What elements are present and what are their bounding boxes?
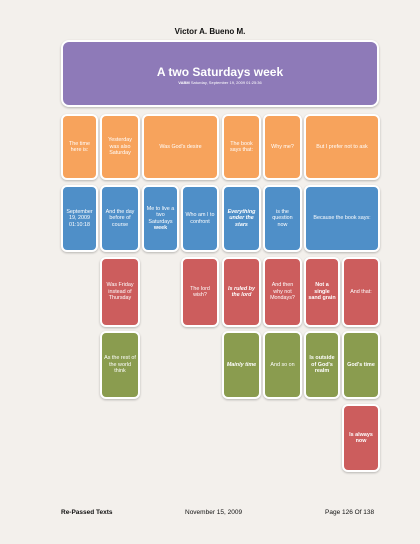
box-text: Who am I to confront: [185, 212, 215, 225]
subtitle-date: Saturday, September 19, 2009 01:25:36: [189, 80, 262, 85]
box-question: is the question now: [263, 185, 302, 252]
box-text: And so on: [270, 361, 295, 368]
box-and-that: And that:: [342, 257, 380, 327]
box-prefer-not: But I prefer not to ask: [304, 114, 380, 180]
box-rest-of-world: As the rest of the world think: [100, 331, 140, 399]
box-text: Was God's desire: [159, 143, 202, 150]
box-text-plain: Me to live a two Saturdays: [146, 205, 175, 225]
footer-page: Page 126 Of 138: [325, 509, 375, 516]
box-date: September 19, 2009 01:10:18: [61, 185, 98, 252]
title-box: A two Saturdays week VABM Saturday, Sept…: [61, 40, 379, 107]
box-text: The book says that:: [229, 140, 254, 153]
box-friday: Was Friday instead of Thursday: [100, 257, 140, 327]
box-text: Is outside of God's realm: [309, 355, 335, 375]
footer-left: Re-Passed Texts: [61, 509, 113, 516]
box-text: The lord wish?: [190, 285, 210, 298]
box-why-me: Why me?: [263, 114, 302, 180]
box-text: Because the book says:: [313, 215, 371, 222]
box-two-saturdays: Me to live a two Saturdays week: [142, 185, 179, 252]
box-text: Mainly time: [226, 361, 257, 368]
box-book-says: The book says that:: [222, 114, 261, 180]
box-who-am-i: Who am I to confront: [181, 185, 219, 252]
box-text-bold: week: [153, 224, 168, 231]
box-text: And that:: [350, 288, 372, 295]
box-text: Why me?: [271, 143, 294, 150]
box-gods-time: God's time: [342, 331, 380, 399]
box-outside-realm: Is outside of God's realm: [304, 331, 340, 399]
box-text: As the rest of the world think: [104, 355, 136, 375]
box-text: Everything under the stars: [227, 208, 256, 228]
box-text: Me to live a two Saturdays week: [146, 206, 175, 232]
box-gods-desire: Was God's desire: [142, 114, 219, 180]
box-always-now: Is always now: [342, 404, 380, 472]
box-text: The time here is:: [69, 140, 90, 153]
box-mainly-time: Mainly time: [222, 331, 261, 399]
box-text: God's time: [347, 361, 375, 368]
subtitle-author: VABM: [178, 80, 190, 85]
box-ruled-by-lord: Is ruled by the lord: [222, 257, 261, 327]
box-day-before: And the day before of course: [100, 185, 140, 252]
box-lord-wish: The lord wish?: [181, 257, 219, 327]
box-everything: Everything under the stars: [222, 185, 261, 252]
box-text: Was Friday instead of Thursday: [106, 282, 134, 302]
box-time-here: The time here is:: [61, 114, 98, 180]
diagram-subtitle: VABM Saturday, September 19, 2009 01:25:…: [63, 80, 377, 85]
header-author: Victor A. Bueno M.: [174, 27, 246, 36]
box-text: Not a single sand grain: [308, 282, 336, 302]
diagram-title: A two Saturdays week: [156, 65, 284, 79]
box-because-book: Because the book says:: [304, 185, 380, 252]
box-text: September 19, 2009 01:10:18: [66, 208, 93, 228]
box-yesterday: Yesterday was also Saturday: [100, 114, 140, 180]
box-text: Yesterday was also Saturday: [108, 137, 132, 157]
box-mondays: And then why not Mondays?: [263, 257, 302, 327]
footer-date: November 15, 2009: [185, 509, 243, 516]
box-text: But I prefer not to ask: [316, 143, 368, 150]
box-sand-grain: Not a single sand grain: [304, 257, 340, 327]
box-text: is the question now: [272, 208, 293, 228]
box-text: Is always now: [349, 431, 373, 444]
box-and-so-on: And so on: [263, 331, 302, 399]
box-text: And the day before of course: [105, 208, 135, 228]
box-text: And then why not Mondays?: [270, 282, 295, 302]
box-text: Is ruled by the lord: [228, 285, 255, 298]
